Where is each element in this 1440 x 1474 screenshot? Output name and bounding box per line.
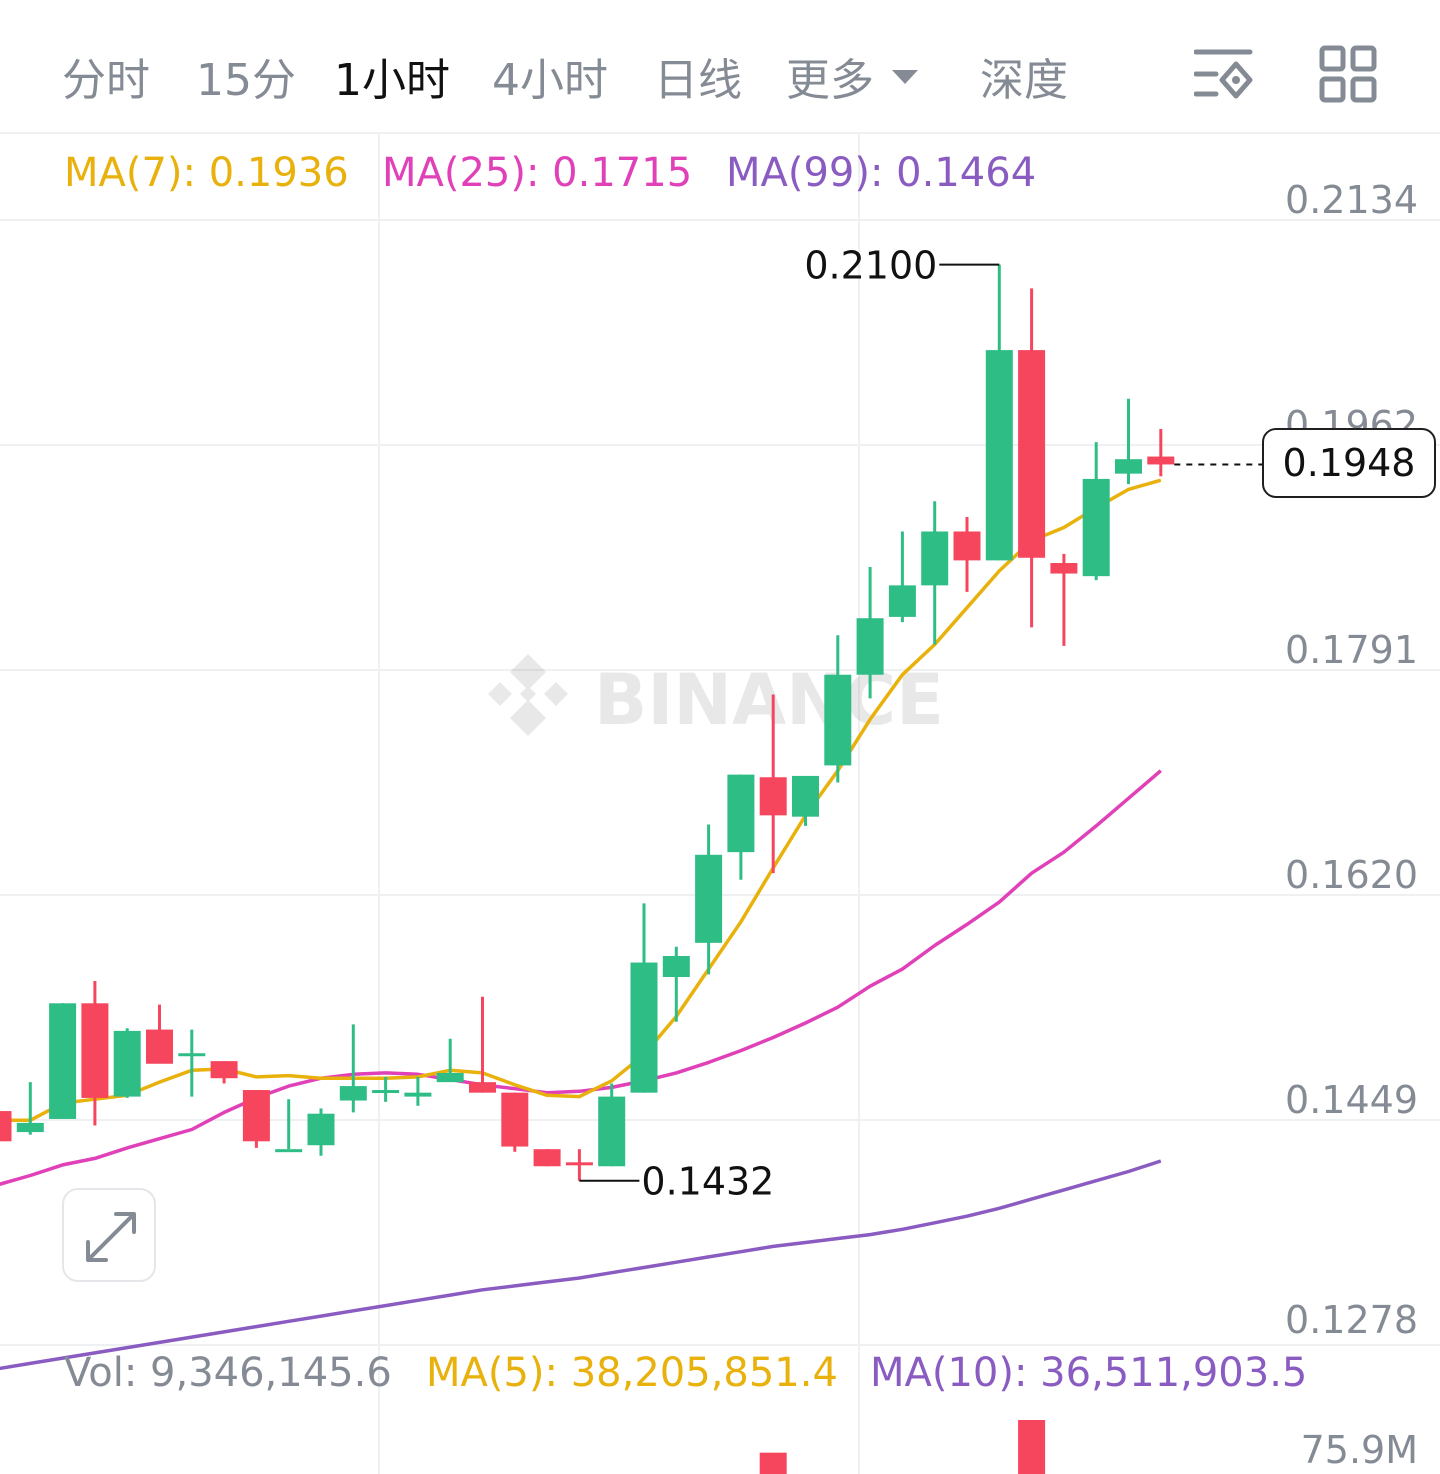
candle-up [727,774,755,853]
volume-ma5-legend: MA(5): 38,205,851.4 [426,1350,838,1396]
ma7-line [0,478,1162,1123]
chart-annotations: 0.2100 0.1432 [579,244,1262,1204]
y-tick-label: 0.1449 [1285,1078,1418,1122]
candle-up [985,350,1013,561]
interval-tab-bar: 分时 15分 1小时 4小时 日线 更多 深度 [0,0,1440,134]
moving-average-lines [0,478,1162,1371]
tab-more-label: 更多 [786,55,874,106]
volume-legend: Vol: 9,346,145.6 [64,1350,392,1396]
ma99-legend: MA(99): 0.1464 [726,150,1037,196]
volume-axis-label: 75.9M [1300,1428,1418,1472]
candle-up [792,775,819,817]
volume-bar [759,1452,787,1474]
candle-up [662,955,690,978]
candle-up [178,1053,206,1057]
candle-down [759,777,787,816]
candle-up [1082,478,1110,577]
candle-down [1018,350,1046,558]
tab-more[interactable]: 更多 [786,44,918,108]
candle-up [598,1096,626,1167]
candle-up [856,618,884,675]
tab-1d[interactable]: 日线 [654,55,742,106]
candle-down [565,1162,593,1166]
high-price-label: 0.2100 [804,244,937,288]
watermark-text: BINANCE [594,659,944,741]
volume-ma10-legend: MA(10): 36,511,903.5 [870,1350,1308,1396]
ma7-legend: MA(7): 0.1936 [64,150,349,196]
expand-icon [86,1212,136,1262]
candle-up [49,1003,77,1119]
y-tick-label: 0.1791 [1285,628,1418,672]
indicator-settings-icon[interactable] [1194,44,1254,104]
candle-up [275,1149,303,1153]
candle-down [501,1092,529,1147]
candle-down [533,1149,561,1167]
candle-up [824,674,852,766]
candle-down [469,1082,496,1093]
fullscreen-button[interactable] [62,1188,156,1282]
candle-up [404,1092,432,1097]
candle-up [921,531,949,586]
low-price-label: 0.1432 [641,1160,774,1204]
tab-time-sharing[interactable]: 分时 [62,55,150,106]
candle-up [339,1086,367,1101]
y-tick-label: 0.2134 [1285,178,1418,222]
candles [0,264,1175,1181]
volume-bar [1018,1420,1046,1474]
candle-up [630,962,658,1093]
candle-down [242,1090,270,1142]
candle-down [1147,456,1175,465]
tab-4h[interactable]: 4小时 [492,55,608,106]
candle-up [372,1090,400,1094]
tab-15m[interactable]: 15分 [196,55,296,106]
ma25-legend: MA(25): 0.1715 [382,150,693,196]
candle-up [307,1113,335,1146]
grid-layout-icon[interactable] [1318,44,1378,104]
candle-up [695,854,723,943]
chevron-down-icon [892,70,918,84]
chart-grid [0,134,1440,1474]
candle-down [953,531,981,561]
candle-down [146,1029,173,1064]
candle-up [16,1122,44,1133]
candle-up [1115,459,1142,474]
y-tick-label: 0.1278 [1285,1298,1418,1342]
volume-bars [759,1420,1046,1474]
tab-1h[interactable]: 1小时 [334,55,450,106]
candle-up [436,1072,464,1083]
tab-depth[interactable]: 深度 [980,55,1068,106]
candle-up [888,585,916,617]
candle-down [1050,563,1078,574]
y-tick-label: 0.1620 [1285,853,1418,897]
ma25-line [0,769,1162,1186]
candle-down [210,1061,238,1079]
candle-down [0,1111,12,1142]
candle-down [81,1003,109,1098]
current-price-tag: 0.1948 [1262,428,1436,498]
candle-up [113,1030,141,1097]
ma99-line [0,1159,1162,1371]
